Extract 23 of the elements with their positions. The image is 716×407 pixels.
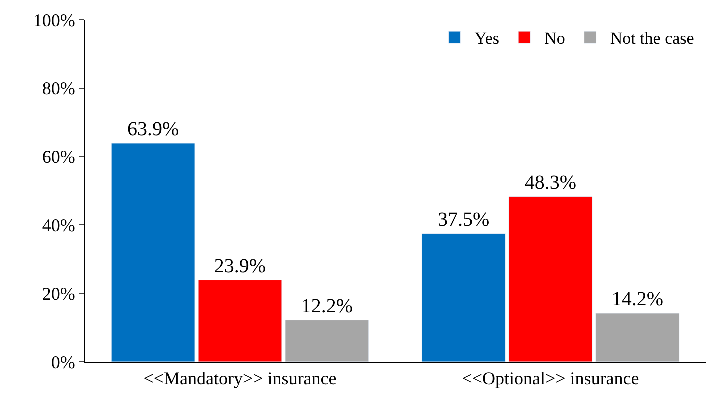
x-tick-label: <<Optional>> insurance: [462, 368, 640, 389]
y-tick-label: 80%: [42, 78, 76, 99]
bar: [596, 313, 680, 362]
data-label: 37.5%: [438, 208, 490, 231]
legend-label: No: [544, 29, 566, 48]
data-label: 48.3%: [524, 172, 577, 194]
y-tick-label: 20%: [42, 284, 76, 304]
bar: [198, 280, 282, 362]
y-tick-label: 40%: [42, 216, 76, 236]
data-label: 12.2%: [301, 295, 354, 318]
bar: [508, 196, 593, 362]
data-label: 23.9%: [214, 255, 266, 278]
legend-label: Not the case: [610, 29, 694, 48]
bar: [111, 143, 196, 362]
legend-label: Yes: [474, 29, 500, 48]
y-tick-label: 100%: [33, 10, 76, 30]
bar: [422, 234, 506, 362]
data-label: 14.2%: [612, 288, 664, 310]
bar: [285, 320, 370, 362]
x-tick-label: <<Mandatory>> insurance: [144, 368, 337, 389]
data-label: 63.9%: [127, 118, 180, 140]
y-tick-label: 0%: [51, 352, 76, 372]
y-tick-label: 60%: [42, 147, 76, 168]
